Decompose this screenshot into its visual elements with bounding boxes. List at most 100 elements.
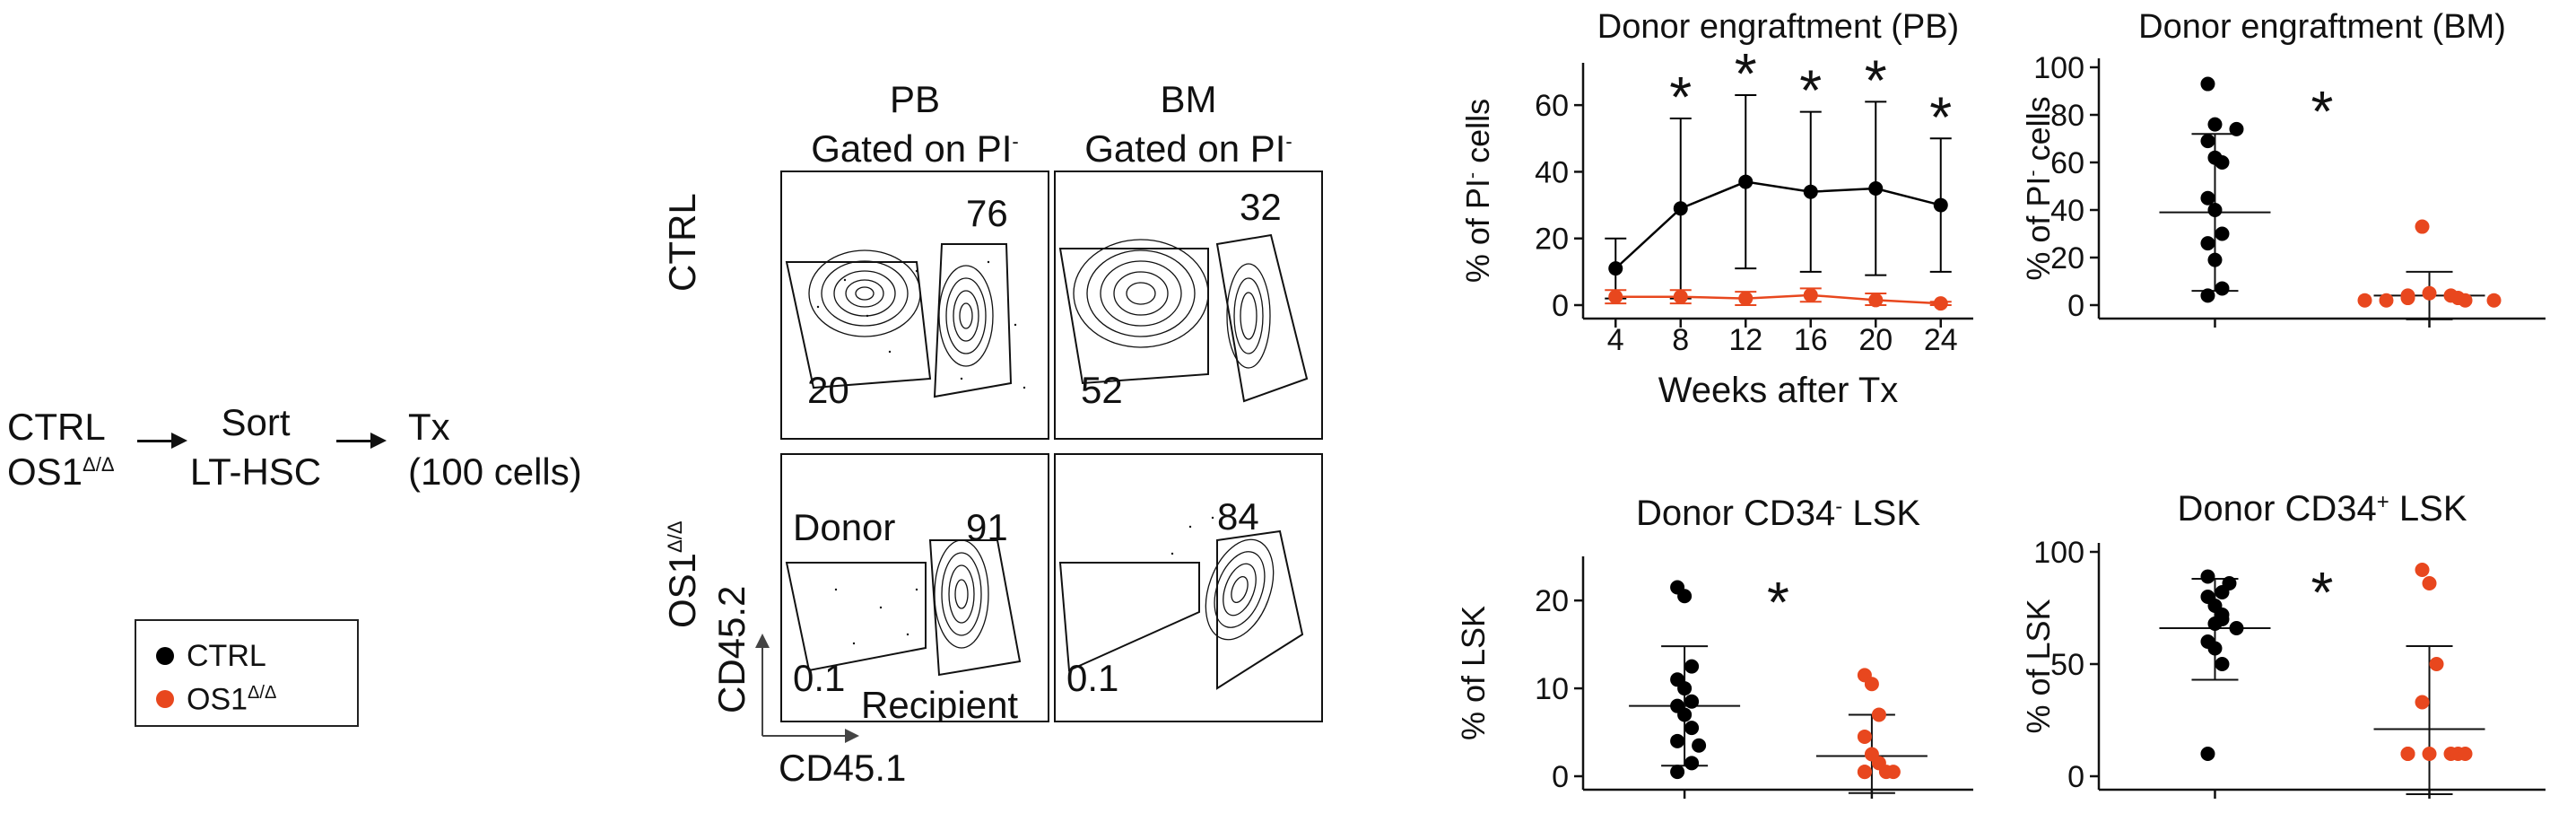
significance-marker: * [1929, 84, 1952, 149]
data-point-ctrl [1692, 738, 1707, 753]
data-point-os1 [2458, 293, 2473, 308]
donor-percent: 84 [1217, 495, 1259, 538]
data-point-ctrl [2215, 585, 2230, 599]
x-axis-label: Weeks after Tx [1658, 371, 1899, 410]
data-point-os1 [2415, 695, 2430, 710]
chart-1: Donor engraftment (PB) % of PI- cells 0 20 4… [1459, 8, 1973, 410]
significance-marker: * [1735, 41, 1757, 106]
lt-hsc-label: LT-HSC [189, 450, 322, 493]
data-point-os1 [1803, 287, 1818, 302]
data-point-os1 [1857, 729, 1872, 744]
donor-gate [933, 243, 1013, 398]
recipient-gate [1058, 248, 1209, 385]
data-point-ctrl [2207, 252, 2223, 267]
y-tick-label: 20 [2050, 241, 2084, 275]
col-title-pb: PB [889, 78, 941, 120]
donor-gate [928, 539, 1022, 677]
flow-axis-arrows [755, 634, 859, 743]
donor-percent: 91 [966, 506, 1008, 548]
data-point-ctrl [1684, 756, 1700, 771]
chart-3: Donor CD34- LSK % of LSK 0 10 20 * [1455, 494, 1973, 799]
donor-percent: 76 [966, 192, 1008, 234]
recipient-percent: 52 [1081, 369, 1123, 411]
series-line-os1 [1615, 293, 1941, 305]
data-point-ctrl [2207, 203, 2223, 217]
y-tick-label: 40 [2050, 194, 2084, 228]
data-point-ctrl [2229, 121, 2244, 136]
group-os1-label: OS1Δ/Δ [7, 450, 115, 493]
y-tick-label: 60 [1535, 89, 1569, 123]
group-ctrl-label: CTRL [7, 406, 106, 448]
data-point-os1 [2429, 657, 2444, 671]
recipient-gate [1058, 562, 1200, 672]
flow-events [834, 588, 918, 645]
data-point-ctrl [2215, 155, 2230, 170]
x-tick-label: 24 [1924, 323, 1958, 357]
y-tick-label: 0 [2067, 289, 2084, 323]
data-point-ctrl [2200, 288, 2215, 303]
recipient-label: Recipient [861, 684, 1019, 722]
flow-events [1171, 516, 1214, 555]
significance-marker: * [1767, 570, 1789, 634]
sort-label: Sort [221, 401, 291, 443]
data-point-ctrl [1670, 765, 1685, 780]
chart-title: Donor CD34+ LSK [2177, 489, 2467, 529]
data-point-ctrl [1677, 681, 1693, 696]
chart-2: Donor engraftment (BM) % of PI- cells 0 20 4… [2020, 8, 2546, 328]
data-point-ctrl [2200, 134, 2215, 149]
x-tick-label: 8 [1672, 323, 1689, 357]
recipient-gate [785, 261, 932, 389]
legend-item-ctrl: CTRL [156, 641, 266, 671]
data-point-ctrl [2215, 281, 2230, 296]
series-line-ctrl [1614, 180, 1942, 270]
flow-plot-os1-bm: 84 0.1 [1054, 453, 1323, 722]
y-axis-label: % of PI- cells [1459, 99, 1496, 283]
x-tick-label: 16 [1794, 323, 1828, 357]
data-point-os1 [2422, 285, 2437, 301]
donor-gate [1215, 233, 1309, 403]
donor-contours [1205, 538, 1275, 641]
flow-plot-ctrl-bm-svg [1058, 233, 1309, 403]
x-tick-label: 12 [1728, 323, 1762, 357]
y-tick-label: 40 [1535, 155, 1569, 189]
data-point-ctrl [2200, 76, 2215, 92]
flow-plot-ctrl-pb: 76 20 [780, 171, 1049, 440]
donor-contours [1226, 263, 1271, 369]
data-point-os1 [2415, 563, 2430, 577]
flow-plot-os1-bm-svg [1058, 516, 1304, 690]
data-point-os1 [1608, 289, 1623, 304]
chart-title: Donor CD34- LSK [1636, 494, 1920, 533]
y-tick-label: 0 [2067, 760, 2084, 794]
data-point-ctrl [2200, 747, 2215, 761]
significance-marker: * [2311, 560, 2334, 625]
data-point-os1 [1738, 291, 1754, 306]
data-point-os1 [2400, 291, 2415, 306]
data-point-ctrl [2200, 236, 2215, 251]
recipient-percent: 20 [807, 369, 849, 411]
data-point-os1 [1871, 707, 1886, 722]
significance-marker: * [2311, 79, 2334, 144]
data-point-ctrl [2215, 226, 2230, 241]
flow-plot-ctrl-pb-svg [785, 243, 1026, 398]
significance-marker: * [1799, 58, 1822, 123]
x-axis-label-cd45-1: CD45.1 [779, 747, 907, 789]
legend: CTRL OS1Δ/Δ [135, 619, 359, 727]
chart-title: Donor engraftment (BM) [2138, 8, 2506, 46]
y-tick-label: 20 [1535, 584, 1569, 618]
data-point-os1 [1857, 765, 1872, 780]
donor-label: Donor [793, 506, 896, 548]
data-point-ctrl [2207, 641, 2223, 656]
y-tick-label: 80 [2050, 99, 2084, 133]
data-point-ctrl [1803, 184, 1818, 199]
donor-gate [1216, 529, 1304, 690]
y-tick-label: 0 [1552, 760, 1569, 794]
data-point-ctrl [2215, 657, 2230, 671]
cell-count-label: (100 cells) [408, 450, 582, 493]
data-point-ctrl [2200, 190, 2215, 206]
data-point-ctrl [1670, 733, 1685, 748]
data-point-os1 [2422, 576, 2437, 590]
data-point-ctrl [1684, 721, 1700, 736]
y-tick-label: 0 [1552, 289, 1569, 323]
data-point-ctrl [2229, 621, 2244, 635]
